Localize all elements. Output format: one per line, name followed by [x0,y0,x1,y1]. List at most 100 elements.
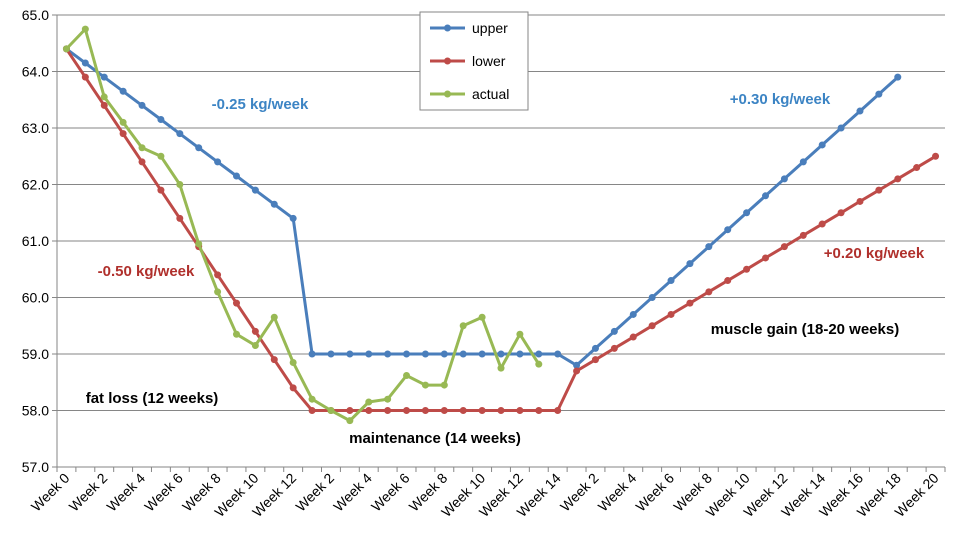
point [138,158,146,166]
point [478,407,486,414]
point [591,344,599,352]
point [421,407,429,414]
legend-marker [444,57,451,65]
point [308,395,316,403]
point [591,356,599,364]
point [762,192,770,200]
point [270,356,278,364]
point [837,124,845,132]
point [119,87,127,95]
point [837,209,845,217]
legend-marker [444,90,451,98]
point [743,209,751,217]
y-tick-label: 57.0 [22,459,49,475]
point [554,350,562,358]
y-tick-label: 64.0 [22,64,49,80]
point [818,220,826,228]
point [327,407,335,414]
point [535,350,543,358]
point [176,130,184,138]
point [251,342,259,350]
point [894,73,902,81]
point [875,186,883,194]
point [365,350,373,358]
point [138,101,146,109]
point [62,45,70,53]
point [81,25,89,33]
y-tick-label: 60.0 [22,290,49,306]
point [327,350,335,358]
point [138,144,146,152]
point [232,330,240,338]
annotation: muscle gain (18-20 weeks) [711,321,899,338]
point [516,330,524,338]
point [573,367,581,375]
point [799,231,807,239]
point [232,299,240,307]
annotation: +0.20 kg/week [824,245,925,262]
x-tick-label: Week 2 [557,470,602,515]
point [610,344,618,352]
point [535,360,543,368]
point [176,181,184,188]
point [478,350,486,358]
x-tick-label: Week 6 [141,470,186,515]
x-tick-label: Week 2 [292,470,337,515]
y-tick-label: 62.0 [22,177,49,193]
point [932,152,940,160]
point [686,299,694,307]
point [403,350,411,358]
point [157,116,165,124]
point [648,322,656,330]
point [81,59,89,67]
point [346,350,354,358]
point [913,164,921,172]
point [421,350,429,358]
point [516,350,524,358]
point [573,361,581,369]
point [724,226,732,234]
annotation: -0.50 kg/week [98,263,195,280]
x-tick-label: Week 4 [103,470,148,515]
point [762,254,770,262]
x-tick-label: Week 2 [66,470,111,515]
point [403,371,411,379]
y-tick-label: 65.0 [22,7,49,23]
point [780,243,788,251]
point [705,243,713,251]
point [421,381,429,389]
point [497,364,505,372]
point [289,358,297,366]
point [214,158,222,166]
y-tick-label: 63.0 [22,120,49,136]
x-tick-label: Week 4 [330,470,375,515]
point [289,214,297,222]
point [686,260,694,268]
point [648,294,656,301]
x-tick-label: Week 0 [28,470,73,515]
legend-label: lower [472,53,506,69]
point [119,118,127,126]
annotation: +0.30 kg/week [730,91,831,108]
point [459,322,467,330]
legend: upper lower actual [419,11,529,111]
point [705,288,713,296]
point [856,107,864,115]
point [610,327,618,335]
point [346,407,354,414]
point [270,313,278,321]
point [384,407,392,414]
point [157,152,165,160]
point [346,417,354,425]
point [856,197,864,205]
x-tick-label: Week 4 [595,470,640,515]
point [875,90,883,98]
point [724,277,732,285]
point [554,407,562,414]
point [195,240,203,248]
point [535,407,543,414]
point [497,350,505,358]
annotation: -0.25 kg/week [212,96,309,113]
y-tick-label: 61.0 [22,233,49,249]
